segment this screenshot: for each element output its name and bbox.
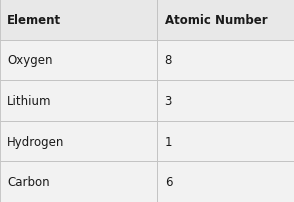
Bar xyxy=(157,121,294,162)
Bar xyxy=(157,0,294,40)
Bar xyxy=(0,81,157,121)
Text: 3: 3 xyxy=(165,95,172,107)
Text: Lithium: Lithium xyxy=(7,95,52,107)
Bar xyxy=(157,40,294,81)
Text: Hydrogen: Hydrogen xyxy=(7,135,65,148)
Text: 1: 1 xyxy=(165,135,172,148)
Text: Oxygen: Oxygen xyxy=(7,54,53,67)
Bar xyxy=(0,0,157,40)
Bar xyxy=(157,81,294,121)
Bar xyxy=(0,121,157,162)
Bar xyxy=(0,40,157,81)
Text: Carbon: Carbon xyxy=(7,175,50,188)
Text: Atomic Number: Atomic Number xyxy=(165,14,267,27)
Text: 8: 8 xyxy=(165,54,172,67)
Text: Element: Element xyxy=(7,14,61,27)
Text: 6: 6 xyxy=(165,175,172,188)
Bar xyxy=(157,162,294,202)
Bar xyxy=(0,162,157,202)
